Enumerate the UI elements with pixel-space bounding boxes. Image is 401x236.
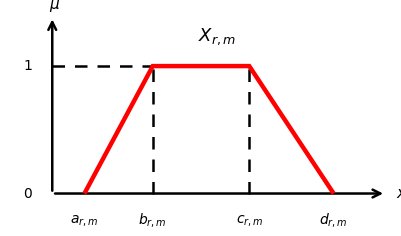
Text: 0: 0 [23, 186, 32, 201]
Text: $x$: $x$ [395, 186, 401, 201]
Text: $a_{r,m}$: $a_{r,m}$ [70, 214, 98, 229]
Text: 1: 1 [23, 59, 32, 73]
Text: $X_{r,m}$: $X_{r,m}$ [197, 27, 236, 47]
Text: $c_{r,m}$: $c_{r,m}$ [235, 214, 262, 229]
Text: $b_{r,m}$: $b_{r,m}$ [138, 211, 167, 229]
Text: $\mu$: $\mu$ [49, 0, 60, 14]
Text: $d_{r,m}$: $d_{r,m}$ [318, 211, 347, 229]
